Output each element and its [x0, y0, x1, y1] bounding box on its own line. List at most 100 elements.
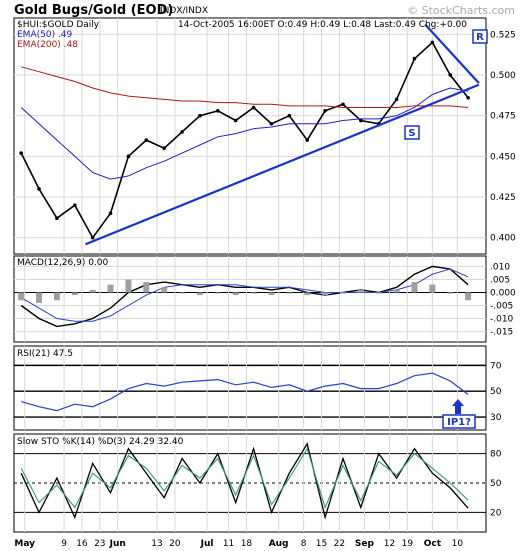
price-series: [19, 23, 480, 246]
ip1-arrow-icon: [452, 399, 464, 414]
histogram-bar: [107, 284, 114, 293]
histogram-bar: [196, 292, 203, 296]
price-point: [90, 235, 95, 240]
ip1-box: [442, 414, 476, 429]
histogram-bar: [465, 292, 472, 301]
chart-title: Gold Bugs/Gold (EOD): [14, 3, 173, 18]
price-point: [126, 154, 131, 159]
y-tick-label: 20: [490, 508, 502, 518]
histogram-bar: [393, 289, 400, 293]
histogram-bar: [357, 289, 364, 293]
histogram-bar: [143, 282, 150, 293]
trendline-support: [85, 83, 480, 246]
ema200-legend: EMA(200) .48: [17, 40, 78, 50]
histogram-bar: [286, 292, 293, 294]
support-box: [404, 125, 420, 140]
series-line: [20, 41, 469, 240]
x-tick-label: Sep: [355, 539, 375, 549]
sto-series: [20, 442, 469, 520]
y-tick-label: 0.000: [490, 288, 516, 298]
quote-line: 14-Oct-2005 16:00ET O:0.49 H:0.49 L:0.48…: [178, 20, 467, 30]
y-tick-label: 0.400: [490, 234, 516, 244]
y-tick-label: 70: [490, 361, 502, 371]
series-line: [21, 66, 469, 108]
macd-legend: MACD(12,26,9) 0.00: [17, 258, 109, 268]
price-point: [144, 138, 149, 142]
histogram-bar: [179, 292, 186, 294]
price-point: [108, 211, 113, 216]
price-point: [323, 108, 327, 113]
price-point: [466, 95, 470, 100]
histogram-bar: [250, 292, 257, 294]
x-tick-label: 16: [76, 539, 88, 549]
price-point: [19, 151, 23, 155]
exchange-label: INDX/INDX: [160, 6, 208, 16]
x-tick-label: 19: [402, 539, 414, 549]
histogram-bar: [339, 292, 346, 294]
x-tick-label: Jul: [200, 539, 214, 549]
x-tick-label: Jun: [109, 539, 126, 549]
price-point: [162, 146, 166, 151]
price-point: [233, 118, 238, 123]
macd-series: [18, 265, 472, 328]
price-point: [216, 108, 220, 113]
support-label: S: [408, 128, 415, 139]
histogram-bar: [71, 292, 78, 296]
y-tick-label: 0.450: [490, 152, 516, 162]
histogram-bar: [161, 287, 168, 293]
x-tick-label: 20: [169, 539, 181, 549]
price-point: [180, 130, 184, 134]
histogram-bar: [304, 292, 311, 296]
y-tick-label: -.015: [490, 328, 513, 338]
watermark: © StockCharts.com: [407, 4, 515, 17]
sto-legend: Slow STO %K(14) %D(3) 24.29 32.40: [17, 437, 184, 447]
x-tick-label: 22: [334, 539, 345, 549]
x-tick-label: 15: [316, 539, 327, 549]
symbol-label: $HUI:$GOLD Daily: [17, 20, 100, 30]
histogram-bar: [232, 292, 239, 296]
series-line: [21, 372, 469, 412]
rsi-legend: RSI(21) 47.5: [17, 349, 73, 359]
y-tick-label: 0.525: [490, 30, 516, 40]
x-tick-label: 13: [151, 539, 162, 549]
histogram-bar: [268, 292, 275, 296]
ema50-legend: EMA(50) .49: [17, 30, 73, 40]
y-tick-label: .005: [490, 275, 510, 285]
histogram-bar: [53, 292, 60, 301]
histogram-bar: [18, 292, 25, 301]
x-tick-label: 11: [223, 539, 234, 549]
y-tick-label: 0.475: [490, 112, 516, 122]
price-point: [37, 187, 41, 191]
histogram-bar: [375, 292, 382, 294]
ip1-label: IP1?: [447, 417, 471, 428]
price-point: [55, 216, 59, 220]
axis-ticks: 0.525 0.500 0.475 0.450 0.425 0.400 .010 .005 0.…: [14, 30, 516, 549]
price-point: [448, 73, 453, 77]
y-tick-label: 80: [490, 450, 502, 460]
resistance-label: R: [476, 32, 484, 43]
y-tick-label: 50: [490, 387, 502, 397]
price-point: [269, 121, 274, 126]
price-point: [251, 105, 256, 110]
histogram-bar: [429, 284, 436, 293]
x-tick-label: Oct: [424, 539, 442, 549]
gridlines: [14, 18, 486, 532]
rsi-series: [21, 372, 469, 412]
histogram-bar: [89, 289, 96, 293]
series-line: [20, 265, 469, 328]
y-tick-label: 30: [490, 413, 502, 423]
price-point: [359, 118, 363, 123]
histogram-bar: [125, 279, 132, 293]
histogram-bar: [322, 292, 329, 296]
trendline-resistance: [424, 23, 480, 84]
price-point: [287, 113, 292, 118]
price-point: [412, 56, 417, 61]
y-tick-label: 50: [490, 479, 502, 489]
y-tick-label: -.010: [490, 315, 514, 325]
x-tick-label: 12: [384, 539, 395, 549]
price-point: [394, 97, 399, 102]
resistance-box: [472, 29, 488, 44]
price-point: [341, 102, 345, 107]
histogram-bar: [411, 282, 418, 293]
